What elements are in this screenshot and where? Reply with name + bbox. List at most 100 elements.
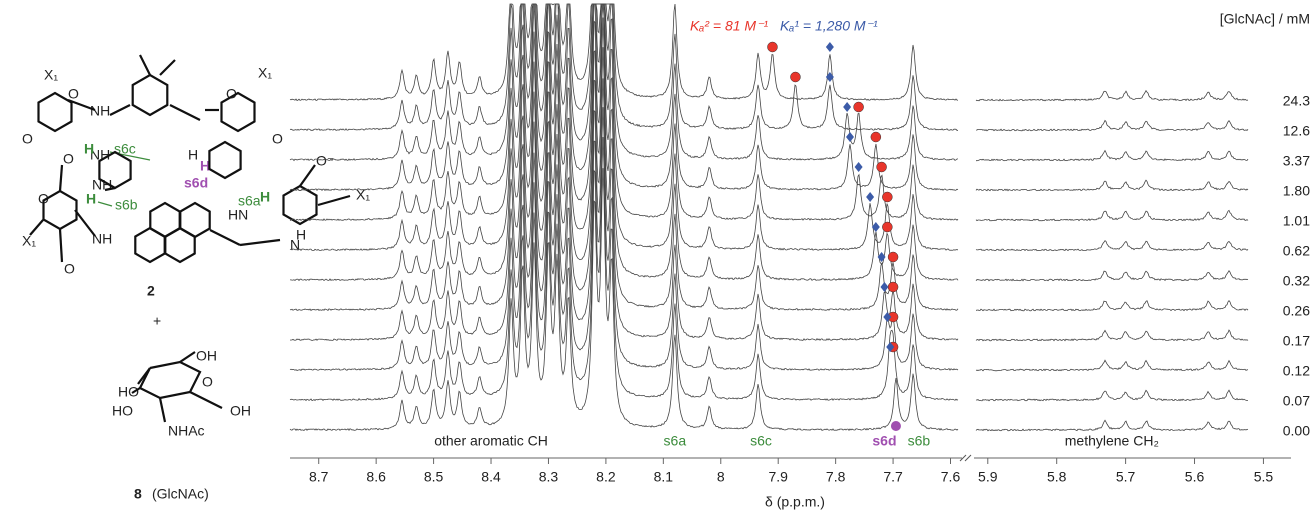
marker-diamond bbox=[871, 222, 880, 232]
spectrum-trace bbox=[290, 17, 959, 282]
bond bbox=[104, 186, 116, 192]
atom-label: H bbox=[188, 147, 198, 163]
annotation: Kₐ² = 81 M⁻¹ bbox=[690, 18, 768, 34]
spectrum-trace bbox=[975, 359, 1249, 372]
proton-label: H bbox=[84, 141, 94, 157]
bond bbox=[67, 98, 96, 112]
concentration-label: 0.26 bbox=[1283, 303, 1310, 319]
atom-label: X₁ bbox=[356, 187, 370, 203]
bond bbox=[74, 209, 96, 237]
site-label: s6b bbox=[115, 197, 138, 213]
peak-label: s6b bbox=[908, 433, 931, 449]
ring bbox=[42, 189, 78, 231]
marker-circle bbox=[882, 191, 893, 203]
x-tick-label: 8.1 bbox=[654, 469, 674, 485]
marker-diamond bbox=[866, 192, 875, 202]
marker-diamond bbox=[825, 72, 834, 82]
spectrum-trace bbox=[975, 329, 1249, 342]
x-tick-label: 8.3 bbox=[539, 469, 559, 485]
proton-label: H bbox=[86, 191, 96, 207]
atom-label: O bbox=[202, 374, 213, 390]
concentration-label: 24.3 bbox=[1283, 93, 1310, 109]
ring bbox=[179, 201, 211, 239]
spectrum-trace bbox=[289, 3, 959, 252]
marker-circle bbox=[767, 41, 778, 53]
ring bbox=[282, 184, 318, 226]
proton-label: H bbox=[200, 158, 210, 174]
spectrum-trace bbox=[975, 299, 1249, 312]
bond bbox=[299, 164, 316, 187]
atom-label: HO bbox=[118, 384, 139, 400]
concentration-label: 0.00 bbox=[1283, 423, 1310, 439]
spectrum-trace bbox=[975, 240, 1249, 252]
atom-label: O bbox=[38, 191, 49, 207]
marker-circle bbox=[890, 421, 901, 431]
atom-label: X₁ bbox=[44, 67, 58, 83]
atom-label: O bbox=[68, 86, 79, 102]
spectrum-trace bbox=[289, 168, 959, 432]
marker-circle bbox=[887, 281, 899, 293]
ring bbox=[37, 91, 73, 133]
bond bbox=[317, 194, 351, 207]
spectrum-trace bbox=[289, 3, 959, 221]
marker-diamond bbox=[880, 282, 889, 292]
axis-break bbox=[959, 454, 967, 462]
axis-break bbox=[964, 454, 972, 462]
atom-label: OH bbox=[230, 403, 251, 419]
bond bbox=[159, 59, 176, 76]
x-tick-label: 5.8 bbox=[1047, 469, 1067, 485]
x-tick-label: 7.9 bbox=[768, 469, 788, 485]
x-tick-label: 8.4 bbox=[481, 469, 501, 485]
ring bbox=[131, 73, 169, 117]
bond bbox=[29, 219, 44, 236]
atom-label: HN bbox=[228, 207, 248, 223]
site-label: s6d bbox=[184, 175, 208, 191]
concentration-label: 1.01 bbox=[1283, 213, 1310, 229]
spectrum-trace bbox=[975, 389, 1248, 402]
marker-circle bbox=[853, 101, 864, 113]
spectrum-trace bbox=[289, 3, 959, 101]
site-label: s6a bbox=[238, 193, 261, 209]
proton-label: H bbox=[260, 189, 270, 205]
x-tick-label: 8.2 bbox=[596, 469, 616, 485]
concentration-label: 0.12 bbox=[1283, 363, 1310, 379]
spectrum-trace bbox=[289, 47, 959, 312]
bond bbox=[209, 229, 241, 246]
spectrum-trace bbox=[289, 136, 959, 402]
marker-circle bbox=[876, 161, 887, 173]
marker-circle bbox=[870, 131, 882, 143]
atom-label: NH bbox=[92, 231, 112, 247]
atom-label: O bbox=[64, 261, 75, 277]
marker-diamond bbox=[877, 252, 886, 262]
marker-circle bbox=[887, 251, 899, 263]
marker-diamond bbox=[854, 162, 863, 172]
x-axis-title: δ (p.p.m.) bbox=[765, 494, 825, 510]
x-tick-label: 8.5 bbox=[424, 469, 444, 485]
atom-label: HO bbox=[112, 403, 133, 419]
concentration-label: 0.17 bbox=[1283, 333, 1310, 349]
peak-label: s6d bbox=[872, 433, 896, 449]
spectrum-trace bbox=[975, 269, 1249, 282]
concentration-label: 0.62 bbox=[1283, 243, 1310, 259]
compound-name: (GlcNAc) bbox=[152, 486, 209, 502]
ring bbox=[149, 201, 181, 239]
x-tick-label: 8.7 bbox=[309, 469, 329, 485]
compound-number: 8 bbox=[134, 486, 142, 502]
marker-diamond bbox=[825, 42, 834, 52]
bond bbox=[109, 104, 131, 116]
x-tick-label: 8 bbox=[717, 469, 725, 485]
spectrum-trace bbox=[975, 89, 1249, 102]
peak-label: methylene CH₂ bbox=[1065, 433, 1159, 449]
atom-label: O bbox=[272, 131, 283, 147]
peak-label: other aromatic CH bbox=[434, 433, 548, 449]
annotation: Kₐ¹ = 1,280 M⁻¹ bbox=[780, 18, 878, 34]
atom-label: O bbox=[63, 151, 74, 167]
bond bbox=[239, 238, 281, 247]
compound-number: 2 bbox=[147, 283, 155, 299]
bond bbox=[169, 104, 201, 121]
x-tick-label: 5.9 bbox=[978, 469, 998, 485]
atom-label: O bbox=[226, 86, 237, 102]
concentration-label: 12.6 bbox=[1283, 123, 1310, 139]
atom-label: H bbox=[296, 227, 306, 243]
concentration-label: 0.07 bbox=[1283, 393, 1310, 409]
